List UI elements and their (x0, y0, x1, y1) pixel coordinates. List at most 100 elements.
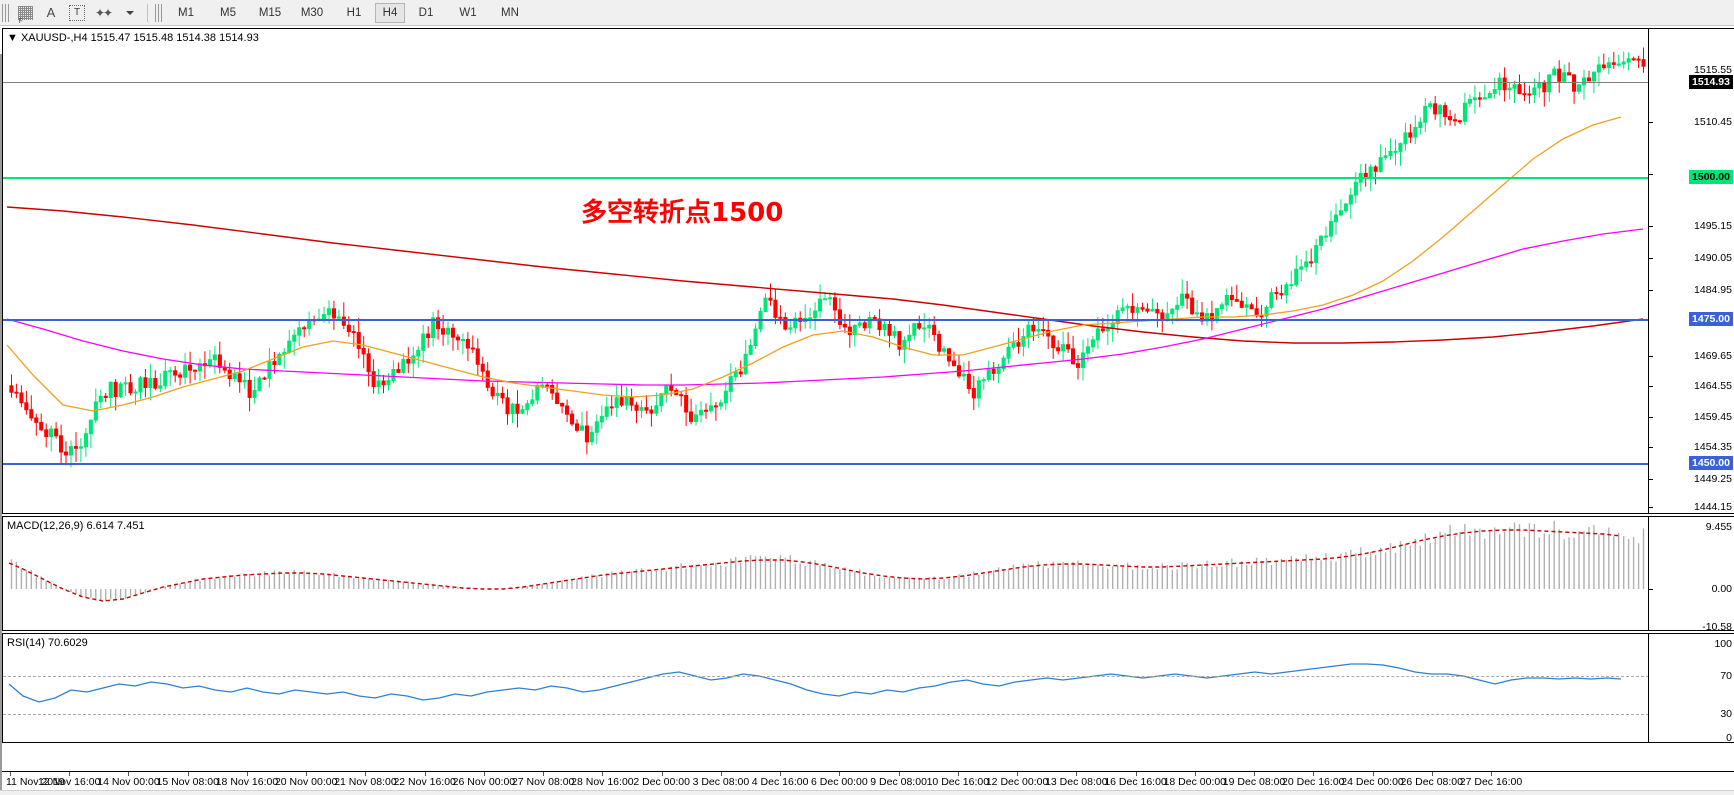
time-axis-label: 6 Dec 00:00 (811, 776, 868, 788)
timeframe-h1[interactable]: H1 (346, 6, 362, 19)
price-chart-panel[interactable]: ▼ XAUUSD-,H4 1515.47 1515.48 1514.38 151… (2, 28, 1734, 514)
time-axis-label: 15 Nov 08:00 (156, 776, 219, 788)
status-bar (0, 790, 1734, 795)
time-axis-tick (543, 772, 545, 776)
candlestick-series (9, 47, 1646, 468)
time-axis-tick (661, 772, 663, 776)
price-axis[interactable]: 1515.55 1510.45 1505.35 1495.15 1490.05 … (1648, 29, 1734, 513)
time-axis-tick (1017, 772, 1019, 776)
time-axis-tick (306, 772, 308, 776)
time-axis-tick (720, 772, 722, 776)
rsi-indicator-panel[interactable]: RSI(14) 70.6029 100 70 30 0 (2, 633, 1734, 743)
time-axis-tick (246, 772, 248, 776)
level-tag-1475[interactable]: 1475.00 (1689, 312, 1733, 326)
time-axis-label: 12 Nov 16:00 (38, 776, 101, 788)
time-axis-tick (1372, 772, 1374, 776)
price-axis-label: 1490.05 (1694, 252, 1732, 264)
time-axis-label: 24 Dec 00:00 (1341, 776, 1404, 788)
timeframe-w1[interactable]: W1 (459, 6, 477, 19)
price-axis-label: 1444.15 (1694, 501, 1732, 513)
symbol-ohlc-header: ▼ XAUUSD-,H4 1515.47 1515.48 1514.38 151… (7, 32, 259, 44)
objects-icon[interactable]: ✦✦ (94, 5, 113, 20)
price-axis-label: 1464.55 (1694, 380, 1732, 392)
time-axis-tick (780, 772, 782, 776)
time-axis-label: 27 Dec 16:00 (1459, 776, 1523, 788)
time-axis-label: 20 Dec 16:00 (1282, 776, 1345, 788)
time-axis-label: 26 Dec 08:00 (1400, 776, 1463, 788)
current-price-line (3, 82, 1649, 83)
price-axis-label: 1495.15 (1694, 220, 1732, 232)
moving-average-red (6, 206, 1644, 344)
price-axis-label: 1484.95 (1694, 284, 1732, 296)
timeframe-m30[interactable]: M30 (300, 6, 324, 19)
time-axis-label: 10 Dec 16:00 (926, 776, 990, 788)
level-line-1450[interactable] (3, 463, 1649, 465)
rsi-series-svg (8, 663, 1622, 703)
time-axis[interactable]: 11 Nov 2019 12 Nov 16:00 14 Nov 00:00 15 No… (2, 771, 1734, 794)
timeframe-m1[interactable]: M1 (178, 6, 194, 19)
chart-workspace[interactable]: ▼ XAUUSD-,H4 1515.47 1515.48 1514.38 151… (0, 26, 1734, 795)
rsi-axis-label: 0 (1726, 732, 1732, 743)
time-axis-tick (1076, 772, 1078, 776)
level-line-1500[interactable] (3, 177, 1649, 179)
timeframe-d1[interactable]: D1 (418, 6, 434, 19)
price-axis-label: 1515.55 (1694, 64, 1732, 76)
time-axis-label: 12 Dec 00:00 (985, 776, 1049, 788)
text-label-icon[interactable]: A (46, 5, 56, 20)
time-axis-label: 14 Nov 00:00 (97, 776, 160, 788)
level-tag-1450[interactable]: 1450.00 (1689, 456, 1733, 470)
macd-header: MACD(12,26,9) 6.614 7.451 (7, 520, 145, 532)
timeframe-drag-handle[interactable] (155, 3, 162, 22)
rsi-axis-label: 70 (1720, 670, 1732, 682)
time-axis-label: 28 Nov 16:00 (571, 776, 634, 788)
chart-annotation-text[interactable]: 多空转折点1500 (581, 198, 784, 228)
rsi-oversold-line (3, 714, 1649, 715)
macd-axis-label: 0.00 (1711, 583, 1732, 595)
rsi-overbought-line (3, 676, 1649, 677)
time-axis-label: 16 Dec 16:00 (1104, 776, 1167, 788)
time-axis-label: 11 Nov 2019 (6, 776, 65, 788)
rsi-axis-label: 100 (1714, 638, 1732, 650)
time-axis-tick (1431, 772, 1433, 776)
toolbar-drag-handle[interactable] (2, 3, 9, 22)
time-axis-tick (957, 772, 959, 776)
macd-histogram (10, 520, 1645, 602)
timeframe-mn[interactable]: MN (501, 6, 519, 19)
macd-indicator-panel[interactable]: MACD(12,26,9) 6.614 7.451 9.455 0.00 -10… (2, 516, 1734, 631)
rsi-axis[interactable]: 100 70 30 0 (1648, 634, 1734, 742)
timeframe-m15[interactable]: M15 (258, 6, 282, 19)
price-axis-label: 1469.65 (1694, 350, 1732, 362)
top-toolbar: A T ✦✦ M1 M5 M15 M30 H1 H4 D1 W1 MN (0, 0, 1734, 26)
level-line-1475[interactable] (3, 319, 1649, 321)
current-price-tag: 1514.93 (1689, 75, 1733, 89)
time-axis-label: 19 Dec 08:00 (1222, 776, 1286, 788)
time-axis-tick (10, 772, 11, 776)
time-axis-label: 21 Nov 08:00 (334, 776, 397, 788)
crosshair-f-icon[interactable] (12, 2, 38, 25)
macd-axis[interactable]: 9.455 0.00 -10.58 (1648, 517, 1734, 630)
level-tag-1500[interactable]: 1500.00 (1689, 170, 1733, 184)
timeframe-m5[interactable]: M5 (220, 6, 236, 19)
chevron-down-icon[interactable] (116, 2, 142, 24)
price-axis-label: 1449.25 (1694, 473, 1732, 485)
time-axis-label: 20 Nov 00:00 (274, 776, 338, 788)
time-axis-tick (128, 772, 130, 776)
time-axis-tick (1491, 772, 1492, 776)
price-axis-label: 1510.45 (1694, 116, 1732, 128)
time-axis-label: 26 Nov 00:00 (452, 776, 516, 788)
time-axis-label: 18 Nov 16:00 (215, 776, 279, 788)
time-axis-tick (839, 772, 841, 776)
rsi-axis-label: 30 (1720, 708, 1732, 720)
macd-series-svg (8, 520, 1645, 602)
text-box-icon[interactable]: T (64, 2, 90, 24)
time-axis-tick (69, 772, 71, 776)
macd-signal-line (8, 529, 1622, 602)
time-axis-label: 9 Dec 08:00 (870, 776, 927, 788)
time-axis-tick (424, 772, 426, 776)
time-axis-tick (1313, 772, 1315, 776)
macd-axis-label: -10.58 (1702, 621, 1732, 631)
time-axis-tick (1194, 772, 1196, 776)
timeframe-h4[interactable]: H4 (375, 2, 405, 23)
time-axis-label: 3 Dec 08:00 (692, 776, 750, 788)
chart-left-rail (0, 54, 2, 795)
